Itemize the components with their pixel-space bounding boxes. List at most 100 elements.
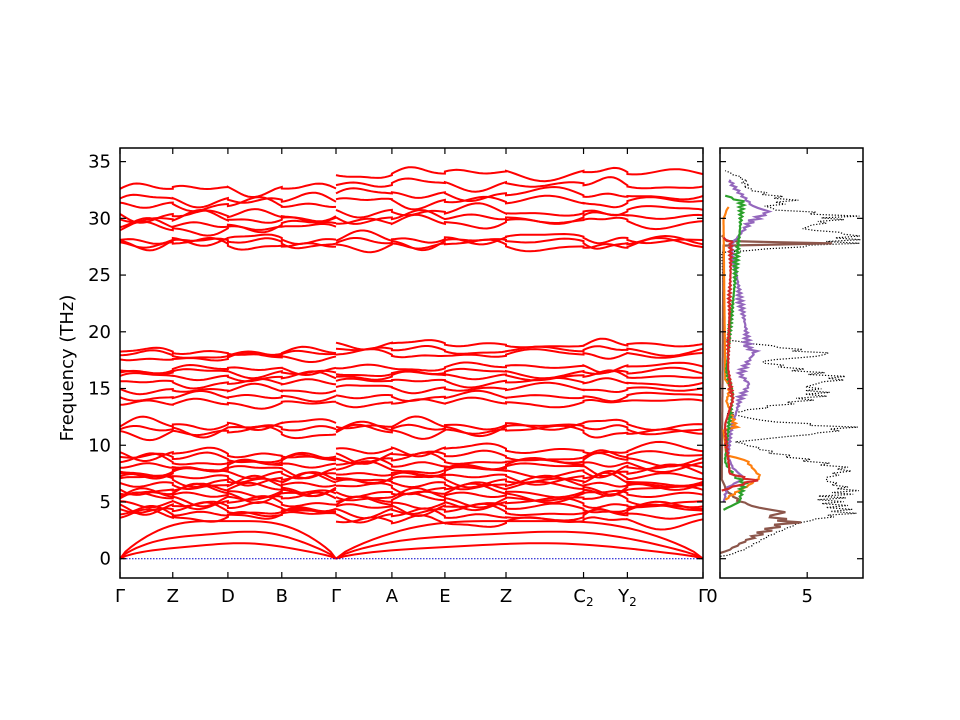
right-band-29 [335,469,704,486]
right-band-12 [335,348,704,360]
high-symmetry-label: C2 [573,586,593,609]
right-band-27 [335,460,704,477]
right-band-25 [335,451,704,468]
left-band-15 [119,370,337,383]
high-symmetry-label: A [386,586,399,607]
y-tick-label: 20 [88,322,111,343]
y-tick-label: 0 [100,549,111,570]
y-tick-label: 25 [88,265,111,286]
left-band-20 [119,415,337,432]
right-band-36 [335,495,704,512]
right-band-18 [335,389,704,403]
acoustic-branch-0-0 [119,520,337,560]
right-band-38 [335,502,704,520]
left-band-10 [119,345,337,356]
left-band-16 [119,377,337,390]
left-band-28 [119,467,337,480]
right-band-5 [335,209,704,225]
high-symmetry-label: D [221,586,235,607]
high-symmetry-label: Γ [331,586,341,607]
band-structure-frame [119,147,704,579]
left-band-4 [119,208,337,224]
dos-curves-clip [720,170,861,557]
right-band-32 [335,480,703,496]
right-band-10 [335,337,704,351]
right-band-23 [335,440,704,458]
high-symmetry-label: Z [500,586,512,607]
left-band-9 [119,236,337,251]
right-band-39 [335,507,704,524]
right-band-16 [335,376,704,389]
dos-series-2 [722,179,773,503]
right-band-19 [335,396,704,409]
y-tick-label: 10 [88,435,111,456]
left-band-30 [119,471,337,489]
left-band-6 [119,220,337,237]
left-band-18 [119,389,337,403]
high-symmetry-label: B [276,586,288,607]
right-band-4 [335,202,704,219]
left-band-26 [119,458,337,473]
y-tick-label: 35 [88,152,111,173]
left-band-31 [119,474,337,490]
right-band-14 [335,366,704,380]
left-band-34 [119,487,337,505]
left-band-38 [119,501,337,515]
dos-series-1 [720,234,832,555]
acoustic-branch-2-1 [335,542,704,560]
high-symmetry-label: Γ [698,586,708,607]
left-band-2 [119,196,337,213]
band-structure-panel: 0 5 10 15 20 25 30 35 Γ Z D B Γ A E Z C2 Y2 Γ Frequency (… [57,147,708,609]
left-band-0 [119,182,337,198]
right-band-34 [335,486,704,504]
right-band-11 [335,345,704,357]
right-band-6 [335,213,704,231]
right-band-28 [335,463,704,479]
right-band-3 [335,194,704,211]
dos-x-tick-label: 0 [706,586,717,607]
dos-frequency-ticks [720,161,863,560]
dos-series-0 [720,170,861,557]
left-band-12 [119,351,337,363]
right-band-21 [335,420,704,438]
y-tick-label: 15 [88,379,111,400]
left-band-40 [119,508,337,523]
left-band-17 [119,382,337,396]
frequency-axis-label: Frequency (THz) [57,295,78,442]
right-band-8 [335,234,704,252]
right-band-40 [335,514,704,531]
high-symmetry-label: Z [167,586,179,607]
left-band-21 [119,424,337,439]
right-band-22 [335,423,704,440]
right-band-35 [335,492,704,509]
y-tick-label: 5 [100,492,111,513]
left-band-35 [119,491,337,508]
high-symmetry-axis-ticks: Γ Z D B Γ A E Z C2 Y2 Γ [115,148,708,609]
right-band-24 [335,449,704,465]
left-band-11 [119,349,336,359]
left-band-1 [119,191,337,209]
dos-curves [720,170,861,557]
high-symmetry-label: Γ [115,586,125,607]
left-band-25 [119,452,337,466]
band-lines [119,166,704,560]
dos-frame [719,147,864,579]
dos-series-5 [721,236,759,492]
right-band-2 [335,185,704,202]
frequency-axis-ticks: 0 5 10 15 20 25 30 35 [88,152,703,570]
acoustic-branch-0-1 [335,520,704,560]
right-band-17 [335,381,704,395]
dos-x-tick-label: 5 [801,586,812,607]
left-band-8 [119,237,337,252]
left-band-23 [119,446,337,462]
acoustic-branch-1-0 [119,530,337,560]
acoustic-branch-2-0 [119,542,337,560]
left-band-22 [119,425,337,442]
right-band-7 [335,229,704,246]
left-band-19 [119,397,336,410]
right-band-9 [335,236,704,254]
y-tick-label: 30 [88,208,111,229]
